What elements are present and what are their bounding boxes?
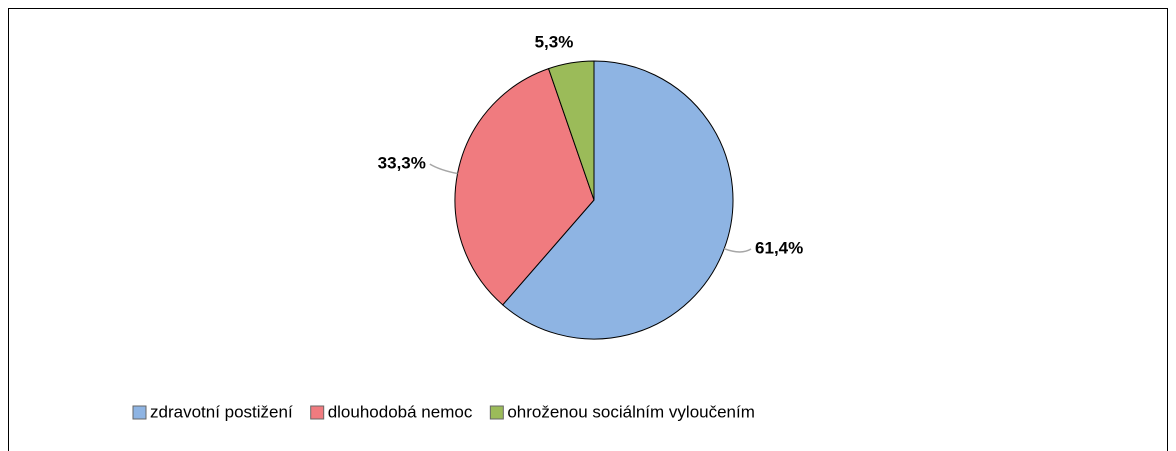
pie-slice — [502, 60, 734, 340]
pie-slice — [547, 60, 595, 201]
legend-swatch — [489, 405, 504, 420]
legend-label: zdravotní postižení — [150, 402, 293, 421]
leader-line — [723, 248, 752, 253]
pie-slice — [454, 67, 595, 306]
legend-swatch — [132, 405, 147, 420]
data-label: 5,3% — [535, 33, 574, 52]
leader-line — [429, 163, 458, 175]
data-label: 61,4% — [755, 239, 803, 258]
data-label: 33,3% — [378, 154, 426, 173]
legend-swatch — [310, 405, 325, 420]
legend-label: dlouhodobá nemoc — [328, 402, 473, 421]
legend-label: ohroženou sociálním vyloučením — [507, 402, 755, 421]
